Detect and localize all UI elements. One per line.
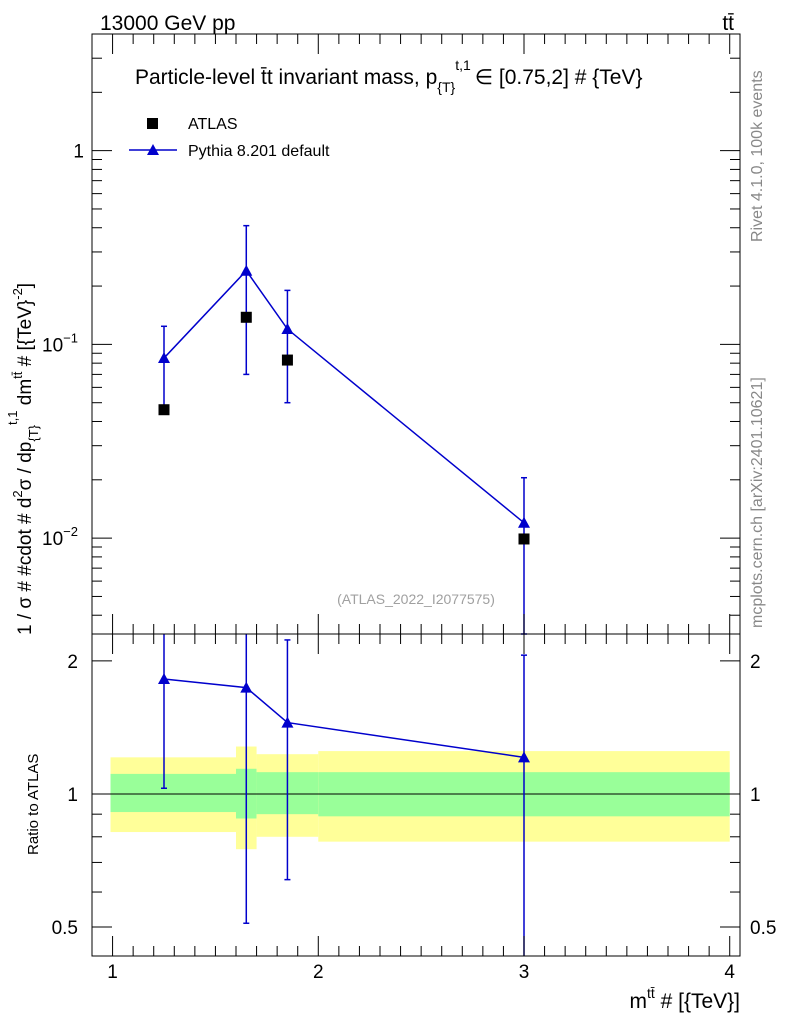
pythia-data-point — [240, 264, 253, 276]
legend-pythia-label: Pythia 8.201 default — [188, 143, 330, 160]
x-axis-label: mtt̄ # [{TeV}] — [629, 985, 740, 1013]
atlas-data-point — [158, 404, 170, 416]
ratio-y-tick-label-left: 1 — [67, 785, 78, 806]
legend-pythia-marker — [147, 144, 159, 155]
ratio-data-point — [240, 681, 253, 693]
main-y-axis-label: 1 / σ # #cdot # d2σ / dp{T}t,1 dmtt̄ # [… — [5, 283, 41, 635]
pythia-data-point — [158, 352, 170, 364]
ratio-plot-frame — [91, 633, 741, 957]
ratio-plot-marks — [158, 634, 530, 956]
x-tick-label: 1 — [107, 962, 118, 983]
ratio-y-tick-label-left: 0.5 — [52, 918, 78, 939]
ratio-y-tick-label-left: 2 — [67, 652, 78, 673]
ratio-uncertainty-bands — [110, 746, 730, 850]
energy-label: 13000 GeV pp — [100, 12, 235, 35]
plot-title: Particle-level t̄t invariant mass, p{T}t… — [135, 57, 643, 95]
analysis-id-label: (ATLAS_2022_I2077575) — [337, 591, 495, 607]
legend-atlas-marker — [147, 118, 158, 129]
x-tick-label: 2 — [313, 962, 324, 983]
ratio-data-point — [281, 716, 294, 728]
main-y-tick-label: 10−2 — [42, 524, 78, 550]
main-plot-marks — [158, 224, 530, 635]
main-y-tick-label: 10−1 — [42, 330, 78, 356]
main-y-tick-label: 1 — [73, 142, 84, 163]
ratio-y-tick-label-right: 0.5 — [750, 918, 776, 939]
pythia-data-point — [518, 516, 530, 528]
legend-atlas-label: ATLAS — [188, 116, 238, 133]
process-label: tt̄ — [722, 12, 734, 35]
ratio-band-green — [110, 773, 236, 813]
ratio-y-axis-label: Ratio to ATLAS — [25, 754, 42, 855]
ratio-y-tick-label-right: 2 — [750, 652, 761, 673]
x-tick-label: 4 — [724, 962, 735, 983]
atlas-data-point — [240, 311, 252, 323]
rivet-version-label: Rivet 4.1.0, 100k events — [749, 70, 766, 242]
atlas-data-point — [518, 533, 530, 545]
pythia-series-line — [163, 269, 525, 524]
ratio-data-point — [158, 672, 170, 684]
mcplots-label: mcplots.cern.ch [arXiv:2401.10621] — [749, 377, 766, 628]
atlas-data-point — [281, 354, 293, 366]
axes: 1 10−1 10−2 1 2 3 4 0.5 0.5 1 1 2 2 — [42, 33, 776, 983]
ratio-data-point — [518, 751, 530, 763]
ratio-series-line — [163, 678, 525, 759]
pythia-data-point — [281, 323, 294, 335]
ratio-y-tick-label-right: 1 — [750, 785, 761, 806]
x-tick-label: 3 — [519, 962, 530, 983]
